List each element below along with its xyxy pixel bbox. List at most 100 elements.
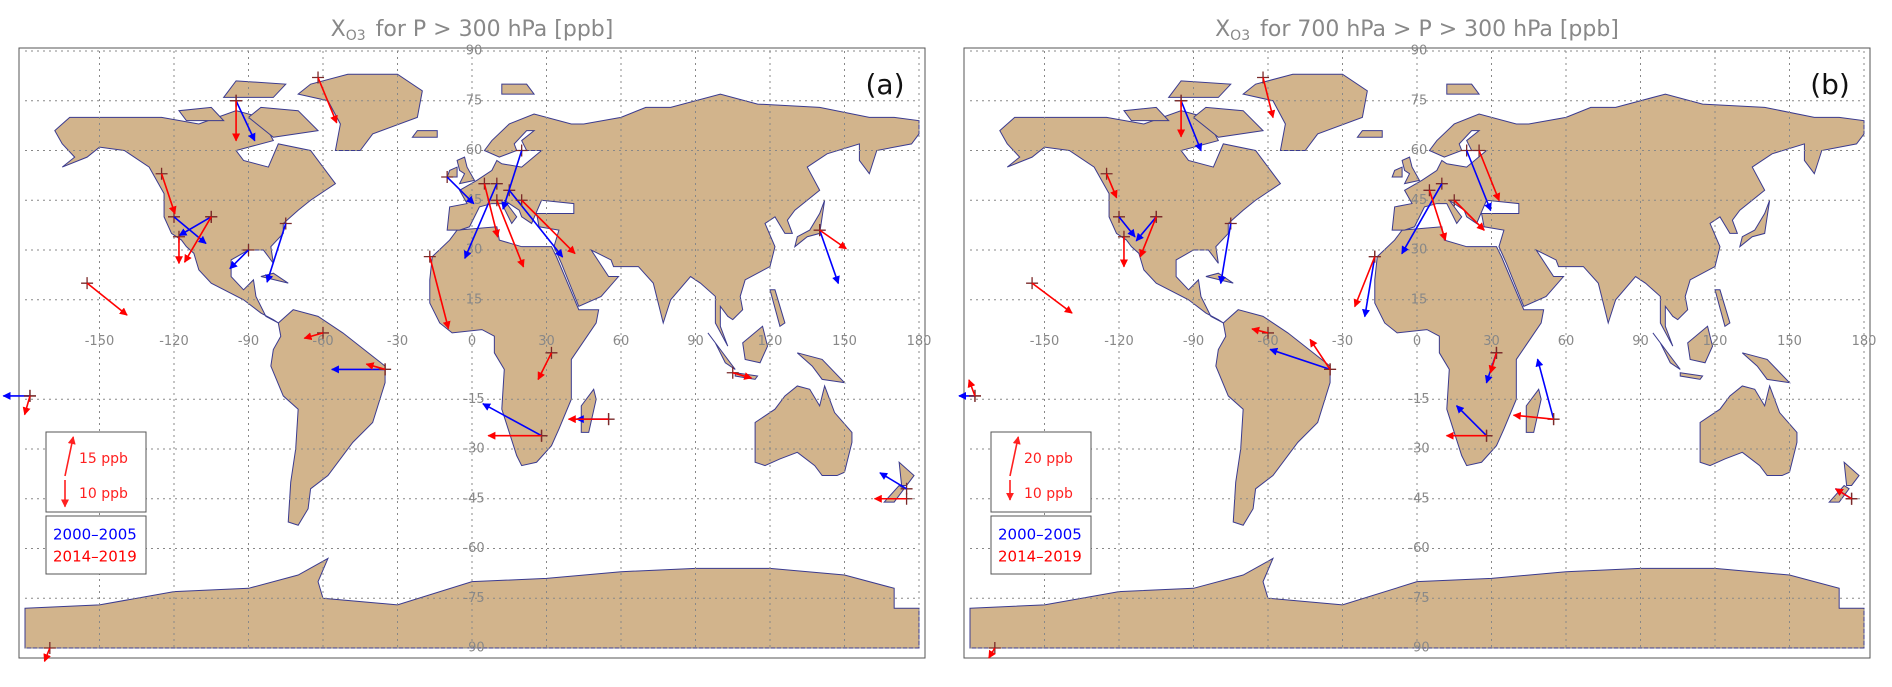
trend-vector (1401, 183, 1443, 255)
station-marker (205, 210, 218, 223)
x-tick-label: -90 (238, 334, 259, 349)
trend-vector (967, 379, 976, 397)
key-arrow (1009, 436, 1021, 477)
station-marker (1113, 210, 1125, 223)
trend-vector (463, 183, 498, 260)
trend-vector (496, 199, 525, 268)
trend-vector (1465, 150, 1492, 212)
x-tick-label: 30 (538, 334, 555, 349)
y-tick-label: 60 (466, 143, 483, 158)
x-tick-label: -60 (312, 334, 333, 349)
trend-vector (160, 173, 177, 215)
x-tick-label: 0 (468, 334, 476, 349)
y-tick-label: 30 (1411, 243, 1428, 258)
title-part: X (331, 17, 346, 42)
x-tick-label: 60 (1558, 334, 1575, 349)
trend-vector (365, 362, 386, 371)
trend-vector (1269, 347, 1331, 371)
x-tick-label: -30 (1332, 334, 1353, 349)
trend-vector (483, 183, 500, 238)
trend-vector (183, 216, 212, 263)
y-tick-label: -15 (463, 392, 484, 407)
x-tick-label: 150 (832, 334, 857, 349)
y-tick-label: -30 (463, 442, 484, 457)
x-tick-label: -90 (1183, 334, 1204, 349)
trend-vector (173, 216, 207, 245)
y-tick-label: 15 (466, 292, 483, 307)
y-tick-label: -75 (1408, 591, 1429, 606)
legend-label: 2014–2019 (998, 548, 1082, 566)
key-box (45, 431, 147, 513)
trend-vector (482, 403, 542, 437)
station-marker (1262, 326, 1274, 339)
station-marker (1257, 71, 1270, 84)
trend-vector (879, 472, 907, 490)
trend-vector (317, 77, 338, 124)
legend-label: 2000–2005 (998, 526, 1082, 544)
key-label: 10 ppb (1024, 486, 1073, 502)
trend-vector (178, 216, 212, 237)
x-tick-label: -120 (1104, 334, 1134, 349)
key-label: 15 ppb (79, 451, 128, 467)
trend-vector (429, 256, 451, 330)
trend-vector (1428, 190, 1448, 242)
legend-box (45, 515, 147, 575)
panel-label: (b) (1810, 68, 1850, 101)
x-tick-label: 90 (687, 334, 704, 349)
panel: -150 -120 -90 -60 -30 0 30 60 90 120 150 180 90 75 60 4… (958, 17, 1877, 659)
y-tick-label: -75 (463, 591, 484, 606)
trend-vector (1031, 282, 1073, 314)
station-marker (312, 71, 325, 84)
trend-vector (1135, 216, 1157, 242)
y-tick-label: -60 (463, 541, 484, 556)
panel-label: (a) (865, 68, 904, 101)
trend-vector (1478, 150, 1501, 202)
trend-vector (537, 352, 553, 381)
x-tick-label: 30 (1483, 334, 1500, 349)
y-tick-label: 60 (1411, 143, 1428, 158)
trend-vector (501, 150, 523, 210)
legend-label: 2000–2005 (53, 526, 137, 544)
x-tick-label: 120 (1703, 334, 1728, 349)
trend-vector (1139, 216, 1157, 258)
trend-vector (1834, 488, 1853, 500)
x-tick-label: 120 (758, 334, 783, 349)
y-tick-label: -90 (463, 641, 484, 656)
title-part: for P > 300 hPa [ppb] (376, 17, 614, 42)
key-label: 10 ppb (79, 486, 128, 502)
trend-vector (988, 647, 996, 659)
x-tick-label: -150 (85, 334, 115, 349)
trend-vector (265, 223, 287, 283)
x-tick-label: 0 (1413, 334, 1421, 349)
trend-vector (1512, 411, 1554, 420)
y-tick-label: -15 (1408, 392, 1429, 407)
title-part: for 700 hPa > P > 300 hPa [ppb] (1260, 17, 1619, 42)
trend-vector (508, 189, 564, 258)
chart-title: XO3 for P > 300 hPa [ppb] (331, 17, 614, 44)
station-marker (23, 389, 36, 402)
trend-vector (22, 395, 31, 416)
x-tick-label: 60 (613, 334, 630, 349)
y-tick-label: 90 (1411, 44, 1428, 59)
x-tick-label: 90 (1632, 334, 1649, 349)
key-label: 20 ppb (1024, 451, 1073, 467)
y-tick-label: 15 (1411, 292, 1428, 307)
y-tick-label: 45 (1411, 193, 1428, 208)
chart-title: XO3 for 700 hPa > P > 300 hPa [ppb] (1215, 17, 1619, 44)
key-arrow (64, 436, 76, 477)
trend-vector (86, 282, 128, 316)
x-tick-label: 180 (1852, 334, 1877, 349)
trend-vector (446, 176, 475, 205)
y-tick-label: 75 (1411, 93, 1428, 108)
trend-vector (1362, 256, 1376, 318)
legend-label: 2014–2019 (53, 548, 137, 566)
y-tick-label: -30 (1408, 442, 1429, 457)
trend-vector (1180, 100, 1203, 152)
trend-vector (303, 332, 324, 341)
trend-vector (1251, 326, 1269, 335)
station-marker (515, 144, 528, 157)
y-tick-label: -60 (1408, 541, 1429, 556)
station-marker (1100, 167, 1113, 180)
trend-vector (229, 249, 250, 270)
